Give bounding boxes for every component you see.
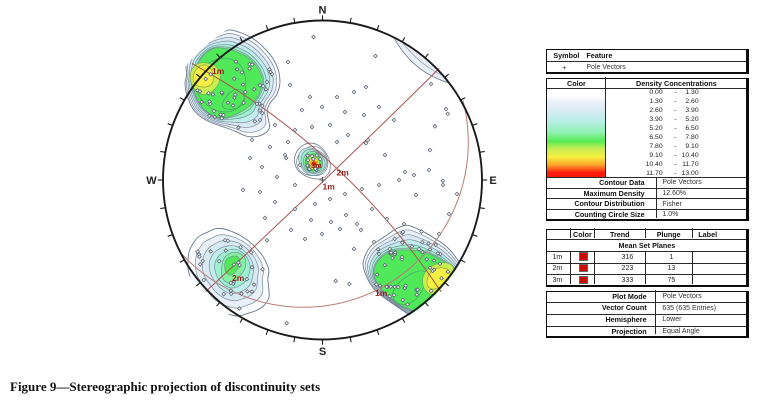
svg-text:W: W xyxy=(146,175,157,187)
svg-text:N: N xyxy=(319,5,327,17)
svg-text:E: E xyxy=(489,175,496,187)
svg-text:1m: 1m xyxy=(212,66,225,76)
svg-text:1m: 1m xyxy=(375,288,388,298)
svg-text:S: S xyxy=(319,346,326,358)
svg-text:2m: 2m xyxy=(337,168,350,178)
svg-text:1m: 1m xyxy=(323,182,336,192)
svg-text:2m: 2m xyxy=(232,273,245,283)
svg-text:3m: 3m xyxy=(311,161,322,170)
